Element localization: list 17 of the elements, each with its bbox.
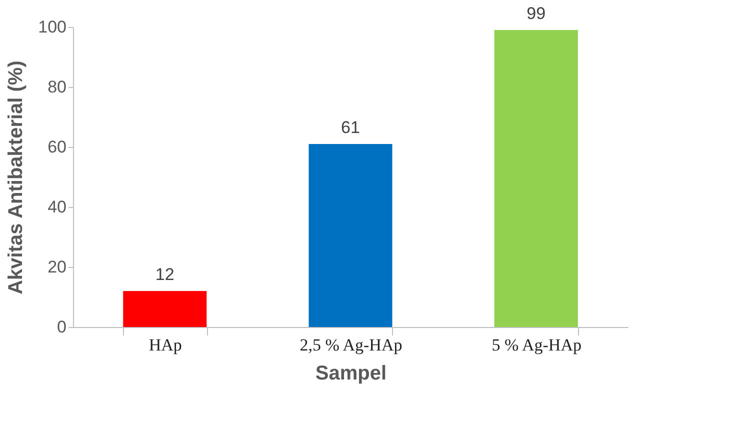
y-tick-label: 40 (48, 198, 66, 216)
y-tick-label: 80 (48, 78, 66, 96)
bar (494, 30, 578, 327)
x-axis-title: Sampel (315, 362, 387, 384)
y-tick-label: 100 (38, 18, 66, 36)
data-label: 12 (155, 265, 174, 284)
data-label: 61 (341, 118, 360, 137)
bar (123, 291, 207, 327)
x-tick-label: 5 % Ag-HAp (492, 336, 582, 354)
y-tick-label: 60 (48, 138, 66, 156)
x-tick-label: HAp (148, 336, 182, 354)
bar (308, 144, 392, 327)
y-tick-label: 0 (57, 318, 66, 336)
data-label: 99 (526, 4, 546, 23)
y-tick-label: 20 (48, 258, 66, 276)
y-axis-title: Akvitas Antibakterial (%) (5, 60, 28, 294)
x-tick-label: 2,5 % Ag-HAp (300, 336, 402, 354)
